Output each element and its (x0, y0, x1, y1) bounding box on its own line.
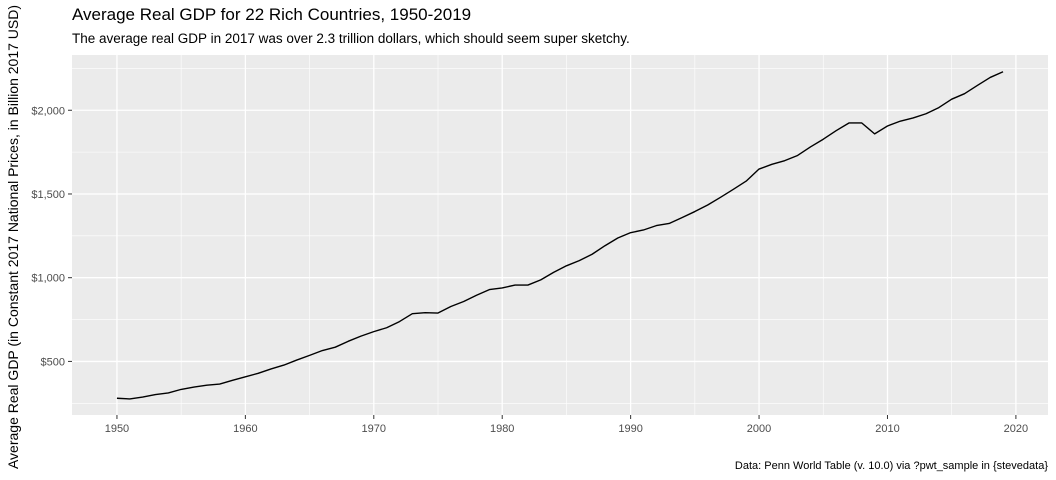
plot-panel (72, 55, 1048, 415)
chart-caption: Data: Penn World Table (v. 10.0) via ?pw… (735, 460, 1048, 472)
x-tick-label: 1950 (105, 423, 129, 435)
x-tick-label: 1980 (490, 423, 514, 435)
x-tick-label: 2000 (747, 423, 771, 435)
x-tick-label: 2010 (875, 423, 899, 435)
x-tick-label: 1960 (233, 423, 257, 435)
chart-title: Average Real GDP for 22 Rich Countries, … (72, 5, 471, 24)
grid-layer (72, 55, 1048, 415)
y-tick-label: $1,000 (31, 273, 65, 285)
y-axis-label: Average Real GDP (in Constant 2017 Natio… (5, 5, 21, 469)
chart-subtitle: The average real GDP in 2017 was over 2.… (72, 31, 630, 46)
x-tick-label: 2020 (1004, 423, 1028, 435)
y-tick-label: $1,500 (31, 189, 65, 201)
x-tick-label: 1970 (362, 423, 386, 435)
axis-layer: 1950 1960 1970 1980 1990 2000 2010 2020 $500 $1,0… (31, 105, 1028, 435)
gdp-series-line (116, 71, 1004, 400)
y-tick-label: $500 (41, 356, 65, 368)
x-tick-label: 1990 (618, 423, 642, 435)
series-layer (116, 71, 1004, 400)
y-tick-label: $2,000 (31, 105, 65, 117)
